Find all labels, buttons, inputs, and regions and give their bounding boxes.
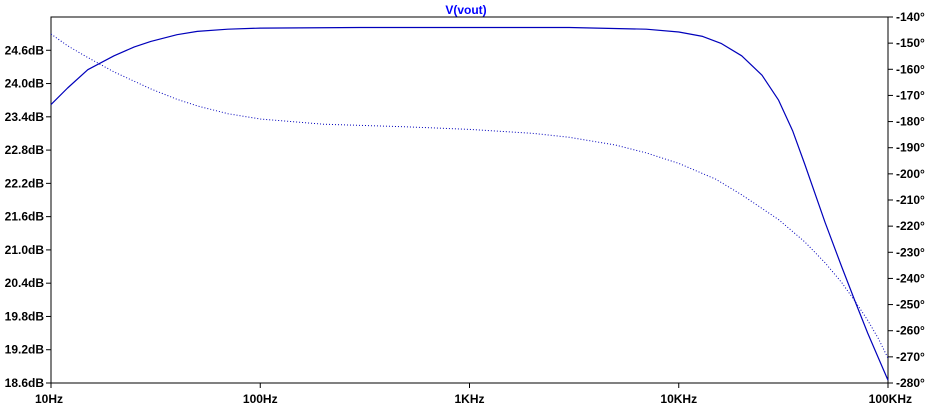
right-y-tick-label: -210° xyxy=(896,193,925,207)
right-y-axis-ticks: -140° -150° -160° -170° -180° -190° -200° -210°… xyxy=(888,10,925,390)
left-y-tick-label: 24.6dB xyxy=(5,43,45,57)
x-tick-label: 100KHz xyxy=(869,392,912,406)
right-y-tick-label: -230° xyxy=(896,245,925,259)
left-y-tick-label: 22.8dB xyxy=(5,143,45,157)
right-y-tick-label: -220° xyxy=(896,219,925,233)
x-axis-ticks: 10Hz 100Hz 1KHz 10KHz 100KHz xyxy=(35,383,912,406)
series-lines xyxy=(50,26,889,381)
plot-frame xyxy=(50,16,889,384)
left-y-tick-label: 24.0dB xyxy=(5,77,45,91)
x-tick-label: 10Hz xyxy=(35,392,63,406)
right-y-tick-label: -260° xyxy=(896,324,925,338)
right-y-tick-label: -150° xyxy=(896,36,925,50)
left-y-tick-label: 19.8dB xyxy=(5,309,45,323)
right-y-tick-label: -250° xyxy=(896,298,925,312)
magnitude-line xyxy=(50,26,889,381)
left-y-tick-label: 21.6dB xyxy=(5,210,45,224)
x-tick-label: 1KHz xyxy=(454,392,484,406)
x-tick-label: 10KHz xyxy=(660,392,697,406)
right-y-tick-label: -180° xyxy=(896,115,925,129)
left-y-tick-label: 22.2dB xyxy=(5,176,45,190)
left-y-tick-label: 23.4dB xyxy=(5,110,45,124)
x-tick-label: 100Hz xyxy=(243,392,278,406)
right-y-tick-label: -170° xyxy=(896,88,925,102)
right-y-tick-label: -280° xyxy=(896,376,925,390)
chart-title: V(vout) xyxy=(445,3,486,17)
left-y-tick-label: 18.6dB xyxy=(5,376,45,390)
right-y-tick-label: -160° xyxy=(896,62,925,76)
left-y-tick-label: 21.0dB xyxy=(5,243,45,257)
plot-border xyxy=(50,16,889,384)
right-y-tick-label: -200° xyxy=(896,167,925,181)
phase-line xyxy=(50,33,889,359)
right-y-tick-label: -190° xyxy=(896,141,925,155)
left-y-tick-label: 19.2dB xyxy=(5,343,45,357)
right-y-tick-label: -140° xyxy=(896,10,925,24)
right-y-tick-label: -240° xyxy=(896,271,925,285)
right-y-tick-label: -270° xyxy=(896,350,925,364)
left-y-axis-ticks: 24.6dB 24.0dB 23.4dB 22.8dB 22.2dB 21.6dB 21.0… xyxy=(5,43,51,390)
left-y-tick-label: 20.4dB xyxy=(5,276,45,290)
